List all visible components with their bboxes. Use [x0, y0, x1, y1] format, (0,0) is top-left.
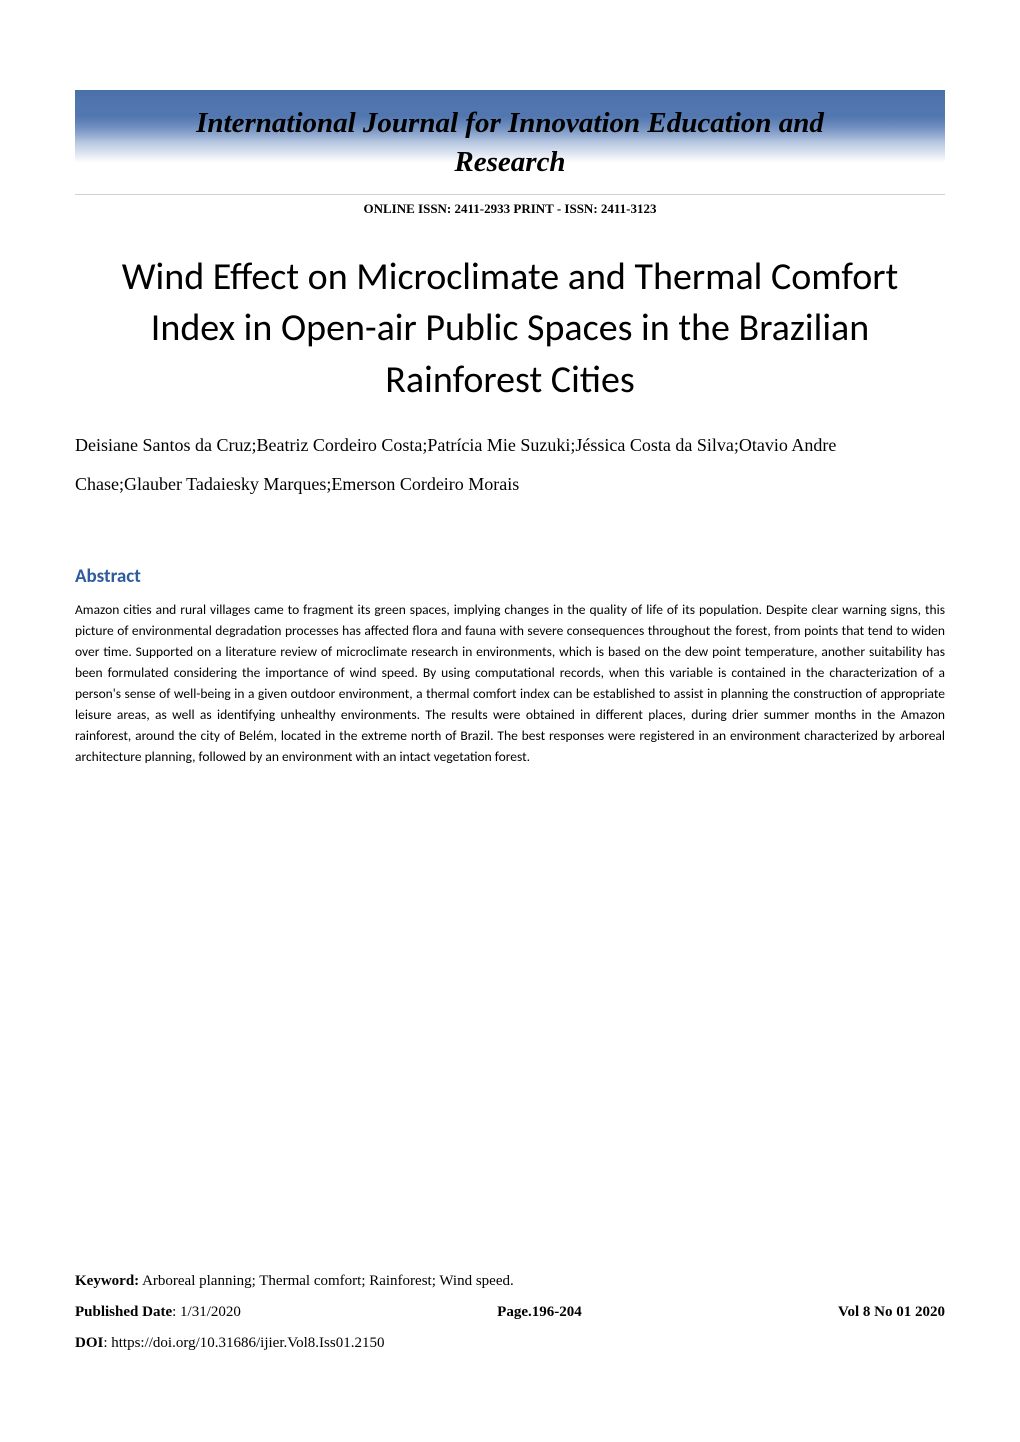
doi-value: : https://doi.org/10.31686/ijier.Vol8.Is… [103, 1335, 384, 1351]
page-range: Page.196-204 [497, 1304, 582, 1321]
doi-line: DOI: https://doi.org/10.31686/ijier.Vol8… [75, 1335, 945, 1352]
published-value: : 1/31/2020 [172, 1304, 241, 1320]
published-label: Published Date [75, 1304, 172, 1320]
publication-meta-row: Published Date: 1/31/2020 Page.196-204 V… [75, 1304, 945, 1321]
issn-text: ONLINE ISSN: 2411-2933 PRINT - ISSN: 241… [75, 201, 945, 217]
page-label: Page. [497, 1304, 532, 1320]
abstract-heading: Abstract [75, 565, 945, 588]
volume-issue: Vol 8 No 01 2020 [838, 1304, 945, 1321]
page-value: 196-204 [532, 1304, 582, 1320]
published-date: Published Date: 1/31/2020 [75, 1304, 241, 1321]
authors-list: Deisiane Santos da Cruz;Beatriz Cordeiro… [75, 426, 945, 505]
journal-banner: International Journal for Innovation Edu… [75, 90, 945, 195]
document-page: International Journal for Innovation Edu… [0, 0, 1020, 1442]
keyword-value: Arboreal planning; Thermal comfort; Rain… [139, 1273, 514, 1289]
abstract-body: Amazon cities and rural villages came to… [75, 600, 945, 767]
keyword-label: Keyword: [75, 1273, 139, 1289]
journal-name-line1: International Journal for Innovation Edu… [196, 105, 824, 143]
keyword-line: Keyword: Arboreal planning; Thermal comf… [75, 1273, 945, 1290]
doi-label: DOI [75, 1335, 103, 1351]
article-title: Wind Effect on Microclimate and Thermal … [105, 252, 915, 406]
journal-header: International Journal for Innovation Edu… [75, 90, 945, 217]
footer-metadata: Keyword: Arboreal planning; Thermal comf… [75, 1273, 945, 1352]
journal-name-line2: Research [454, 146, 565, 179]
